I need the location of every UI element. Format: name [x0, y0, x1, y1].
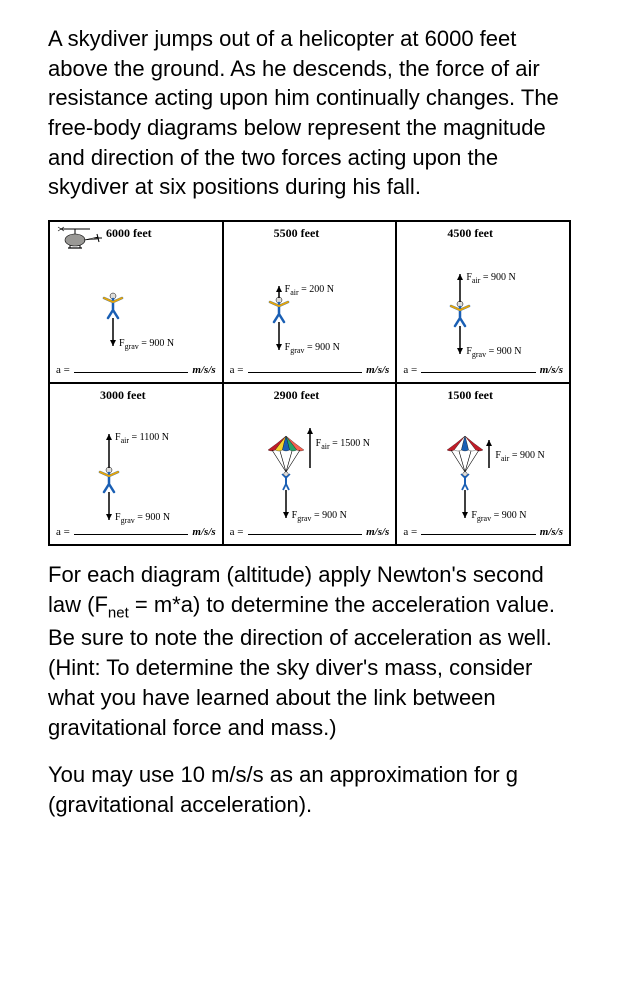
fgrav-label: Fgrav = 900 N: [119, 338, 174, 351]
answer-unit: m/s/s: [366, 364, 389, 376]
answer-blank[interactable]: [74, 361, 189, 373]
diagram-cell: 1500 feet Fair = 900 NFgrav = 900 Na =m/…: [396, 383, 570, 545]
fgrav-label: Fgrav = 900 N: [292, 510, 347, 523]
fair-label: Fair = 1500 N: [316, 438, 370, 451]
force-diagram: Fair = 200 NFgrav = 900 N: [242, 248, 362, 348]
force-diagram: Fair = 1500 NFgrav = 900 N: [242, 410, 362, 510]
force-diagram: Fair = 1100 NFgrav = 900 N: [68, 410, 188, 510]
answer-line: a = m/s/s: [403, 523, 563, 538]
fgrav-label: Fgrav = 900 N: [466, 346, 521, 359]
force-diagram: Fair = 900 NFgrav = 900 N: [415, 248, 535, 348]
answer-prefix: a =: [56, 526, 70, 538]
answer-unit: m/s/s: [192, 364, 215, 376]
fair-label: Fair = 1100 N: [115, 432, 169, 445]
fair-label: Fair = 900 N: [495, 450, 544, 463]
force-diagram: Fair = 900 NFgrav = 900 N: [415, 410, 535, 510]
altitude-label: 3000 feet: [100, 388, 146, 403]
answer-prefix: a =: [230, 526, 244, 538]
fgrav-label: Fgrav = 900 N: [471, 510, 526, 523]
intro-paragraph: A skydiver jumps out of a helicopter at …: [48, 24, 571, 202]
answer-line: a = m/s/s: [230, 361, 390, 376]
answer-blank[interactable]: [248, 361, 363, 373]
fair-label: Fair = 200 N: [285, 284, 334, 297]
answer-unit: m/s/s: [366, 526, 389, 538]
altitude-label: 5500 feet: [274, 226, 320, 241]
answer-blank[interactable]: [74, 523, 189, 535]
answer-unit: m/s/s: [192, 526, 215, 538]
answer-prefix: a =: [403, 526, 417, 538]
followup-sub: net: [108, 604, 129, 621]
followup-paragraph: For each diagram (altitude) apply Newton…: [48, 560, 571, 742]
altitude-label: 1500 feet: [447, 388, 493, 403]
answer-prefix: a =: [403, 364, 417, 376]
diagram-cell: 5500 feet Fair = 200 NFgrav = 900 Na =m/…: [223, 221, 397, 383]
closing-paragraph: You may use 10 m/s/s as an approximation…: [48, 760, 571, 819]
altitude-label: 4500 feet: [447, 226, 493, 241]
answer-prefix: a =: [230, 364, 244, 376]
diagram-cell: 4500 feet Fair = 900 NFgrav = 900 Na =m/…: [396, 221, 570, 383]
answer-line: a = m/s/s: [56, 523, 216, 538]
diagram-grid: 6000 feet Fgrav = 900 N a = m/s/s 5500 feet…: [48, 220, 571, 546]
fgrav-label: Fgrav = 900 N: [285, 342, 340, 355]
altitude-label: 2900 feet: [274, 388, 320, 403]
force-diagram: Fgrav = 900 N: [68, 248, 188, 348]
answer-line: a = m/s/s: [56, 361, 216, 376]
diagram-cell: 2900 feet Fair = 1500 NFgrav = 900 Na =m…: [223, 383, 397, 545]
answer-blank[interactable]: [421, 361, 536, 373]
fair-label: Fair = 900 N: [466, 272, 515, 285]
diagram-cell: 3000 feet Fair = 1100 NFgrav = 900 N a = m…: [49, 383, 223, 545]
diagram-cell: 6000 feet Fgrav = 900 N a = m/s/s: [49, 221, 223, 383]
answer-blank[interactable]: [421, 523, 536, 535]
answer-prefix: a =: [56, 364, 70, 376]
answer-unit: m/s/s: [540, 526, 563, 538]
answer-line: a = m/s/s: [403, 361, 563, 376]
answer-blank[interactable]: [248, 523, 363, 535]
altitude-label: 6000 feet: [106, 226, 152, 241]
answer-unit: m/s/s: [540, 364, 563, 376]
answer-line: a = m/s/s: [230, 523, 390, 538]
